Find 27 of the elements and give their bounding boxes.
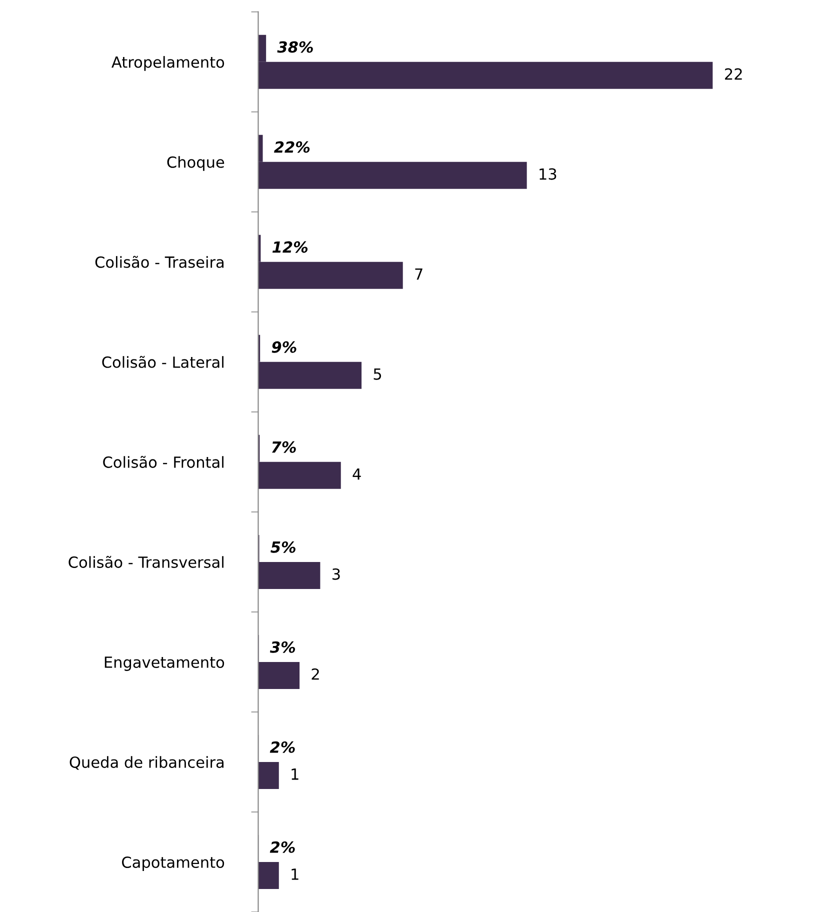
y-tick-label: Engavetamento [104, 656, 224, 671]
y-tick-label: Colisão - Transversal [68, 556, 224, 568]
data-label: 1 [292, 868, 298, 880]
data-label: 22 [725, 68, 742, 80]
data-label: 3 [332, 568, 340, 580]
data-label: 1 [292, 768, 298, 780]
data-label: 2% [270, 741, 295, 753]
y-tick-label: Colisão - Frontal [103, 456, 224, 468]
data-label: 38% [277, 41, 313, 53]
y-tick-label: Atropelamento [112, 56, 224, 71]
data-label: 4 [352, 468, 361, 480]
data-label: 2 [312, 668, 319, 680]
data-label: 7% [272, 441, 296, 453]
data-label: 3% [270, 641, 296, 653]
y-tick-label: Colisão - Traseira [95, 256, 224, 268]
y-tick-label: Capotamento [122, 856, 224, 871]
data-label: 22% [274, 141, 310, 153]
data-label: 9% [272, 341, 296, 353]
data-label: 5 [374, 368, 382, 380]
y-tick-label: Queda de ribanceira [70, 756, 224, 770]
data-label: 5% [270, 541, 296, 553]
y-tick-label: Choque [167, 156, 224, 171]
y-tick-label: Colisão - Lateral [102, 356, 224, 368]
data-label: 2% [270, 841, 295, 853]
data-label: 7 [415, 268, 422, 280]
data-label: 12% [272, 241, 308, 253]
data-label: 13 [540, 168, 556, 180]
